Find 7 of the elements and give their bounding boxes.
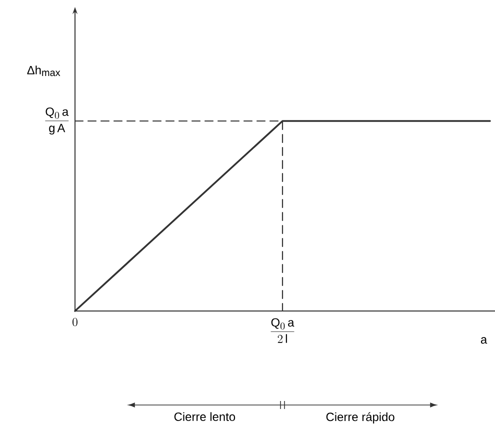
x-tick-label: $\frac{Q_0\,a}{2\,l}$ (270, 318, 294, 343)
x-axis-title: a (480, 337, 488, 344)
text: $\frac{Q_0\,a}{g\,A}$ (45, 107, 69, 135)
y-axis-title: Δh$_{max}$ (27, 66, 60, 76)
text: Cierre rápido (326, 412, 394, 424)
x-tick-label: $0$ (72, 318, 78, 326)
text: Cierre lento (174, 412, 236, 421)
